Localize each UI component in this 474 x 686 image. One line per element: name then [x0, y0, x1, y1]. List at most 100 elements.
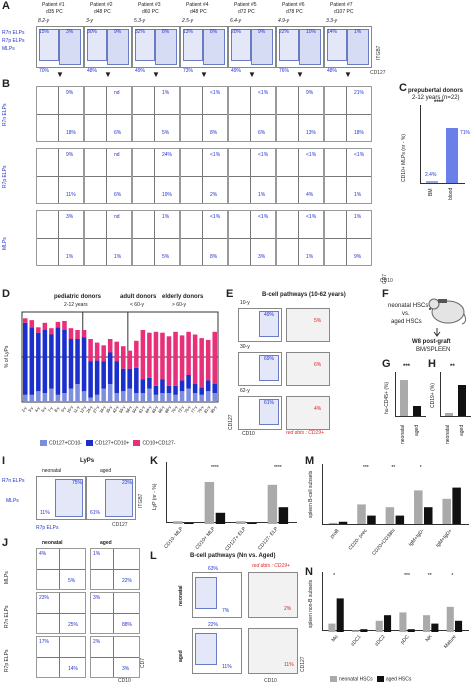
tick-label: 81-y [203, 405, 211, 414]
bar-segment [173, 331, 178, 386]
bar-segment [147, 388, 152, 402]
tick-label: 10-y [66, 405, 74, 414]
patient-sub: 8.2-y [38, 18, 50, 24]
bar-segment [147, 377, 152, 389]
tick-label: 79-y [196, 405, 204, 414]
bar-segment [23, 318, 28, 323]
panel-d-chart: 2-y 3-y 4-y 5-y 7-y 8-y 9-y10-y11-y12-y24-y27-… [20, 311, 219, 414]
bar-segment [68, 339, 74, 389]
panel-n-legend: neonatal HSCs aged HSCs [330, 676, 411, 682]
bar-segment [101, 388, 106, 402]
blue-percent-2: 7% [222, 608, 230, 614]
bar-segment [153, 385, 159, 395]
facs-percent: 8% [210, 29, 218, 35]
bar-segment [199, 338, 204, 388]
category-label: IgM+IgD- [407, 528, 426, 548]
bar-segment [36, 391, 41, 402]
quadrant-plot [36, 548, 86, 590]
quadrant-percent-left: 1% [93, 551, 101, 557]
tick-label: 85-y [209, 405, 217, 414]
quadrant-plot [84, 210, 132, 266]
tick-label: 42-y [111, 405, 119, 414]
bar-segment [179, 335, 185, 381]
quadrant-plot [84, 86, 132, 142]
panel-k-ylabel: LyP (nr - %) [152, 483, 158, 510]
quadrant-percent-top: <1% [210, 152, 221, 158]
bar-segment [166, 393, 172, 402]
category-label: CD20+CD38hi [371, 528, 398, 557]
quadrant-percent-right: 22% [122, 578, 133, 584]
arrow-down-icon: ▼ [56, 70, 64, 79]
patient-age: d35 PC [46, 9, 63, 15]
bar-segment [179, 380, 185, 392]
panel-i-plot-neonatal [36, 476, 86, 520]
panel-d-group2-sub: < 60-y [130, 302, 145, 308]
quadrant-plot [276, 86, 324, 142]
bar [385, 507, 395, 524]
quadrant-plot [90, 592, 140, 634]
panel-j-yaxis: CD7 [140, 657, 146, 668]
bar [375, 620, 383, 632]
bar-segment [140, 393, 146, 402]
scatter-plot [248, 572, 298, 618]
bar [442, 498, 451, 524]
patient-age: d78 PC [286, 9, 303, 15]
facs-plot [180, 26, 228, 68]
quadrant-percent-top: <1% [210, 90, 221, 96]
panel-d-group1-sub: 2-12 years [64, 302, 88, 308]
bar-segment [62, 330, 67, 393]
bar-segment [160, 332, 165, 380]
panel-i-aged-v1: 23% [122, 480, 133, 486]
panel-j-col-neonatal: neonatal [42, 540, 63, 546]
bar [367, 515, 376, 524]
bar-segment [186, 375, 191, 389]
bar [423, 507, 433, 524]
bar-segment [173, 385, 178, 395]
bar-segment [160, 379, 165, 393]
quadrant-percent-top: <1% [258, 152, 269, 158]
panel-b-letter: B [2, 78, 10, 90]
bar [452, 487, 461, 524]
age-label: 30-y [240, 344, 250, 350]
bar-segment [153, 394, 159, 402]
bar [278, 507, 289, 524]
panel-e-title: B-cell pathways (10-62 years) [262, 292, 346, 298]
legend-label-2: CD127+CD10+ [95, 440, 130, 447]
quadrant-percent-top: nd [114, 214, 120, 220]
tick-label: 5-y [40, 406, 47, 413]
bar-segment [114, 361, 119, 393]
panel-c-cat-blood: blood [448, 187, 454, 200]
patient-sub: 3-y [86, 18, 93, 24]
panel-a-yaxis: ITGB7 [376, 45, 382, 60]
panel-h-letter: H [428, 358, 436, 370]
bar [431, 623, 439, 632]
bar-segment [68, 388, 74, 402]
bar [328, 522, 338, 524]
tick-label: 68-y [164, 405, 172, 414]
facs-percent: 13% [183, 29, 194, 35]
panel-i-title: LyPs [80, 458, 95, 464]
bar-segment [199, 394, 204, 402]
bar [360, 629, 368, 632]
tick-label: 8-y [53, 406, 60, 413]
arrow-down-icon: ▼ [296, 70, 304, 79]
category-label: CD10- MLP [163, 526, 185, 550]
bar-segment [107, 384, 113, 402]
panel-b-xaxis: CD10 [380, 278, 393, 284]
bar-segment [62, 321, 67, 330]
sig-label: *** [363, 465, 369, 471]
patient-age: d60 PC [142, 9, 159, 15]
row-label: R7p ELPs [4, 649, 10, 672]
age-label: 10-y [240, 300, 250, 306]
bar-segment [121, 346, 126, 369]
facs-plot [192, 572, 242, 618]
quadrant-percent-top: <1% [306, 214, 317, 220]
red-percent: 6% [314, 362, 322, 368]
panel-i-aged-v2: 61% [90, 510, 101, 516]
quadrant-percent-bottom: 1% [306, 254, 314, 260]
facs-percent: 15% [39, 29, 50, 35]
panel-e-note: red dots : CD19+ [286, 430, 324, 436]
patient-name: Patient #6 [282, 2, 305, 8]
quadrant-percent-bottom: 13% [306, 130, 317, 136]
row-label: aged [178, 650, 184, 662]
